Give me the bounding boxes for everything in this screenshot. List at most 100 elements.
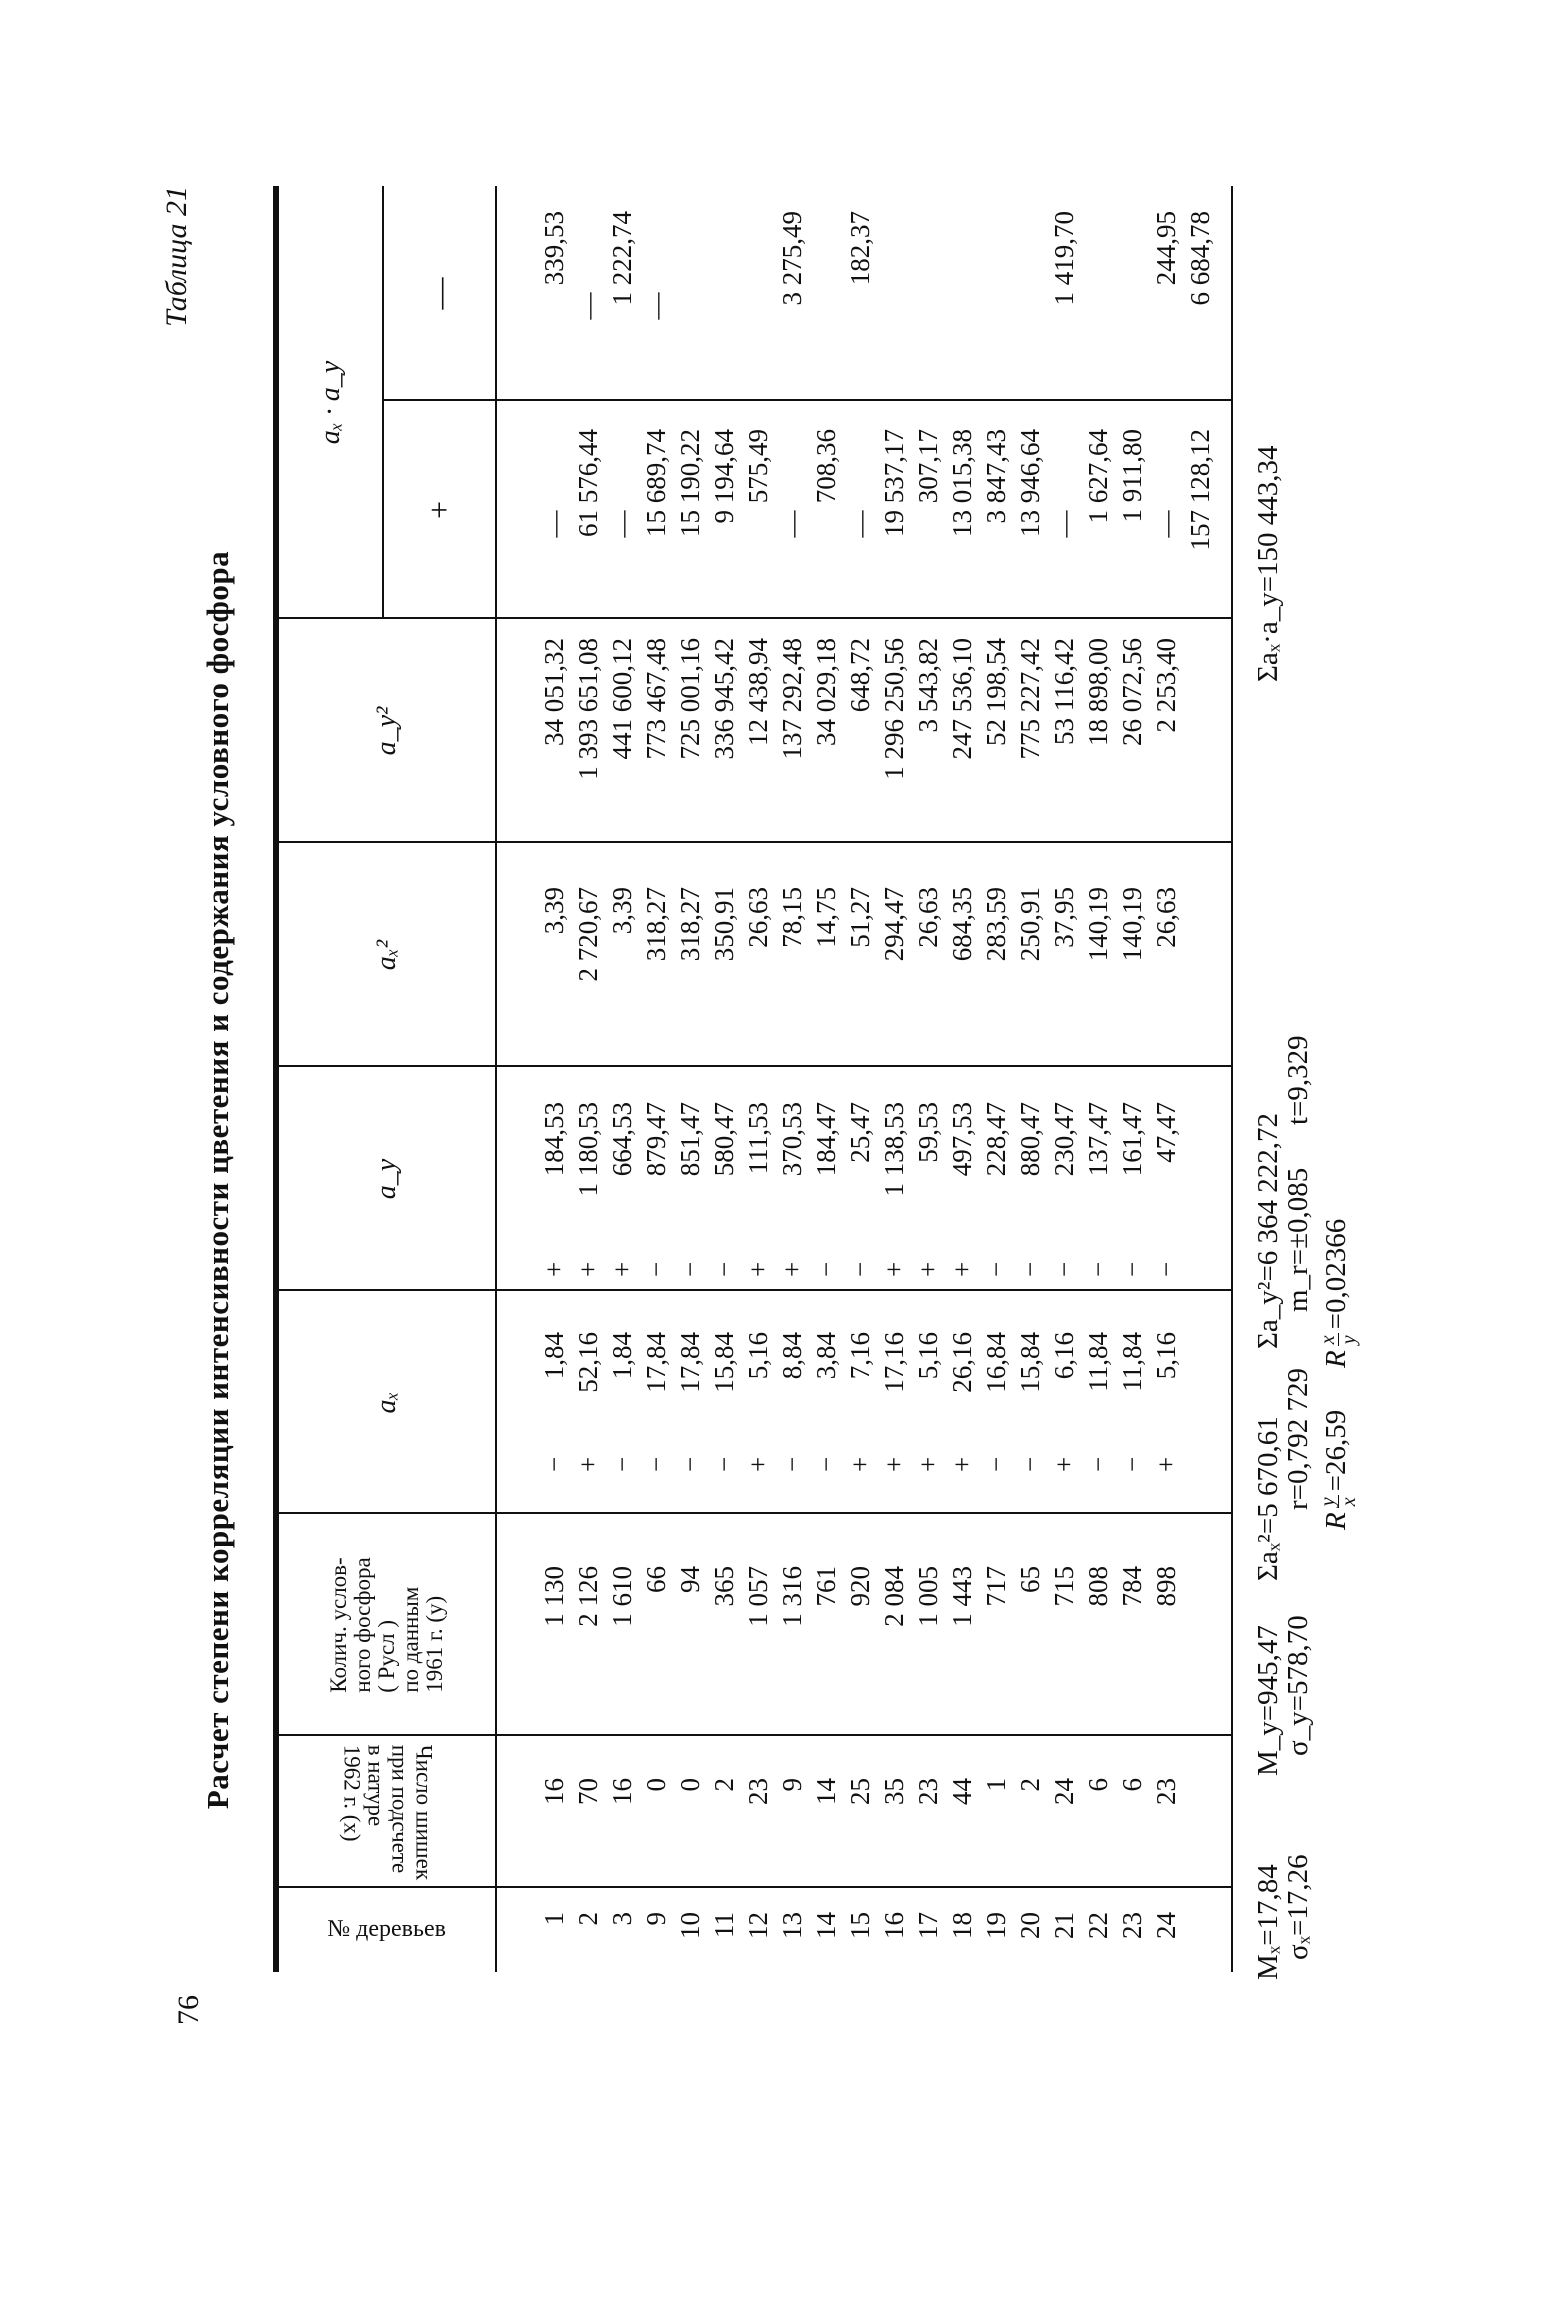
axay-plus: 15 190,22: [675, 429, 705, 537]
ay-value: 161,47: [1117, 1102, 1147, 1177]
rotated-page: 76 Таблица 21 Расчет степени корреляции …: [160, 130, 1460, 2030]
ax-sign: +: [1049, 1456, 1079, 1472]
ay-sign: −: [981, 1261, 1011, 1277]
ax-value: 11,84: [1083, 1332, 1113, 1392]
table-row: 10 0 94 − 17,84 − 851,47 318,27 725 001,16 15 190…: [673, 186, 707, 1972]
phosphorus-amount: 784: [1117, 1566, 1147, 1607]
header-ay2: a_y²: [371, 706, 403, 756]
ax2-value: 14,75: [811, 887, 841, 948]
ay-value: 1 138,53: [879, 1102, 909, 1197]
ay-value: 230,47: [1049, 1102, 1079, 1177]
ay-sign: +: [573, 1261, 603, 1277]
header-rule: [495, 186, 497, 1972]
axay-plus: —: [1151, 510, 1181, 538]
ax-value: 11,84: [1117, 1332, 1147, 1392]
ax2-value: 350,91: [709, 887, 739, 962]
ay-value: 184,47: [811, 1102, 841, 1177]
table-row: 22 6 808 − 11,84 − 137,47 140,19 18 898,00 1 627,…: [1081, 186, 1115, 1972]
phosphorus-amount: 1 130: [539, 1566, 569, 1627]
ay-value: 228,47: [981, 1102, 1011, 1177]
ax-sign: −: [709, 1456, 739, 1472]
tree-no: 24: [1151, 1912, 1181, 1939]
ax-sign: +: [573, 1456, 603, 1472]
axay-minus: 339,53: [539, 211, 569, 286]
ay-value: 580,47: [709, 1102, 739, 1177]
summary-mr: m_r=±0,085: [1282, 1167, 1314, 1312]
phosphorus-amount: 365: [709, 1566, 739, 1607]
ax-value: 8,84: [777, 1332, 807, 1380]
tree-no: 17: [913, 1912, 943, 1939]
summary-sum-axay: Σaₓ·a_y=150 443,34: [1252, 445, 1284, 682]
axay-minus: 244,95: [1151, 211, 1181, 286]
ay-value: 880,47: [1015, 1102, 1045, 1177]
cone-count: 2: [709, 1778, 739, 1792]
phosphorus-amount: 715: [1049, 1566, 1079, 1607]
ay2-value: 441 600,12: [607, 638, 637, 760]
ax-value: 3,84: [811, 1332, 841, 1380]
ax2-value: 37,95: [1049, 887, 1079, 948]
ax2-value: 51,27: [845, 887, 875, 948]
header-phosphorus-line: по данным: [398, 1586, 424, 1693]
header-cones-line: 1962 г. (x): [338, 1744, 364, 1842]
ay2-value: 53 116,42: [1049, 638, 1079, 745]
ay2-value: 773 467,48: [641, 638, 671, 760]
ay2-value: 247 536,10: [947, 638, 977, 760]
ay2-value: 18 898,00: [1083, 638, 1113, 746]
correlation-table: № деревьев Число шишек при подсчете в на…: [273, 186, 1233, 1972]
ay2-value: 26 072,56: [1117, 638, 1147, 746]
ay-sign: +: [607, 1261, 637, 1277]
ay-sign: +: [743, 1261, 773, 1277]
table-row: 15 25 920 +7,16 − 25,47 51,27 648,72 — 182,37: [843, 186, 877, 1972]
axay-plus: 19 537,17: [879, 429, 909, 537]
header-ax2: aₓ²: [371, 939, 403, 971]
cone-count: 2: [1015, 1778, 1045, 1792]
summary-my: M_y=945,47: [1252, 1625, 1284, 1776]
axay-plus: 1 627,64: [1083, 429, 1113, 524]
phosphorus-amount: 1 057: [743, 1566, 773, 1627]
ax-sign: −: [539, 1456, 569, 1472]
phosphorus-amount: 898: [1151, 1566, 1181, 1607]
ay-value: 137,47: [1083, 1102, 1113, 1177]
header-cones-line: Число шишек: [411, 1744, 437, 1880]
ay-sign: +: [879, 1261, 909, 1277]
ay-sign: +: [539, 1261, 569, 1277]
ax2-value: 78,15: [777, 887, 807, 948]
phosphorus-amount: 65: [1015, 1566, 1045, 1593]
ax-sign: −: [1015, 1456, 1045, 1472]
axay-plus: 13 015,38: [947, 429, 977, 537]
header-ax: aₓ: [371, 1391, 403, 1414]
phosphorus-amount: 2 126: [573, 1566, 603, 1627]
cone-count: 35: [879, 1778, 909, 1805]
tree-no: 12: [743, 1912, 773, 1939]
axay-minus: 1 419,70: [1049, 211, 1079, 306]
summary-rxy-label: R: [1320, 1350, 1353, 1368]
axay-minus: [1115, 211, 1149, 401]
ax-sign: −: [981, 1456, 1011, 1472]
ax2-value: 283,59: [981, 887, 1011, 962]
ax2-value: 3,39: [607, 887, 637, 935]
summary-ryx-label: R: [1320, 1512, 1353, 1530]
ay-value: 184,53: [539, 1102, 569, 1177]
ay-value: 59,53: [913, 1102, 943, 1163]
ax2-value: 140,19: [1117, 887, 1147, 962]
summary-sum-ax2: Σaₓ²=5 670,61: [1252, 1416, 1284, 1581]
cone-count: 16: [607, 1778, 637, 1805]
ax-sign: −: [607, 1456, 637, 1472]
header-axay: aₓ · a_y: [314, 360, 346, 445]
fraction-numerator: x: [1317, 1333, 1339, 1347]
ax-value: 52,16: [573, 1332, 603, 1393]
table-row: 3 16 1 610 − 1,84 +664,53 3,39 441 600,12 — 1 222…: [605, 186, 639, 1972]
axay-plus: 13 946,64: [1015, 429, 1045, 537]
summary-r: r=0,792 729: [1282, 1367, 1314, 1510]
table-row: 17 23 1 005 +5,16 +59,53 26,63 3 543,82 307,17: [911, 186, 945, 1972]
ax-sign: −: [777, 1456, 807, 1472]
tree-no: 13: [777, 1912, 807, 1939]
table-title: Расчет степени корреляции интенсивности …: [200, 550, 235, 1810]
table-row: 14 14 761 − 3,84 − 184,47 14,75 34 029,18 708,36: [809, 186, 843, 1972]
ax-sign: +: [913, 1456, 943, 1472]
tree-no: 18: [947, 1912, 977, 1939]
ay-sign: −: [709, 1261, 739, 1277]
ax-sign: −: [641, 1456, 671, 1472]
cone-count: 24: [1049, 1778, 1079, 1805]
